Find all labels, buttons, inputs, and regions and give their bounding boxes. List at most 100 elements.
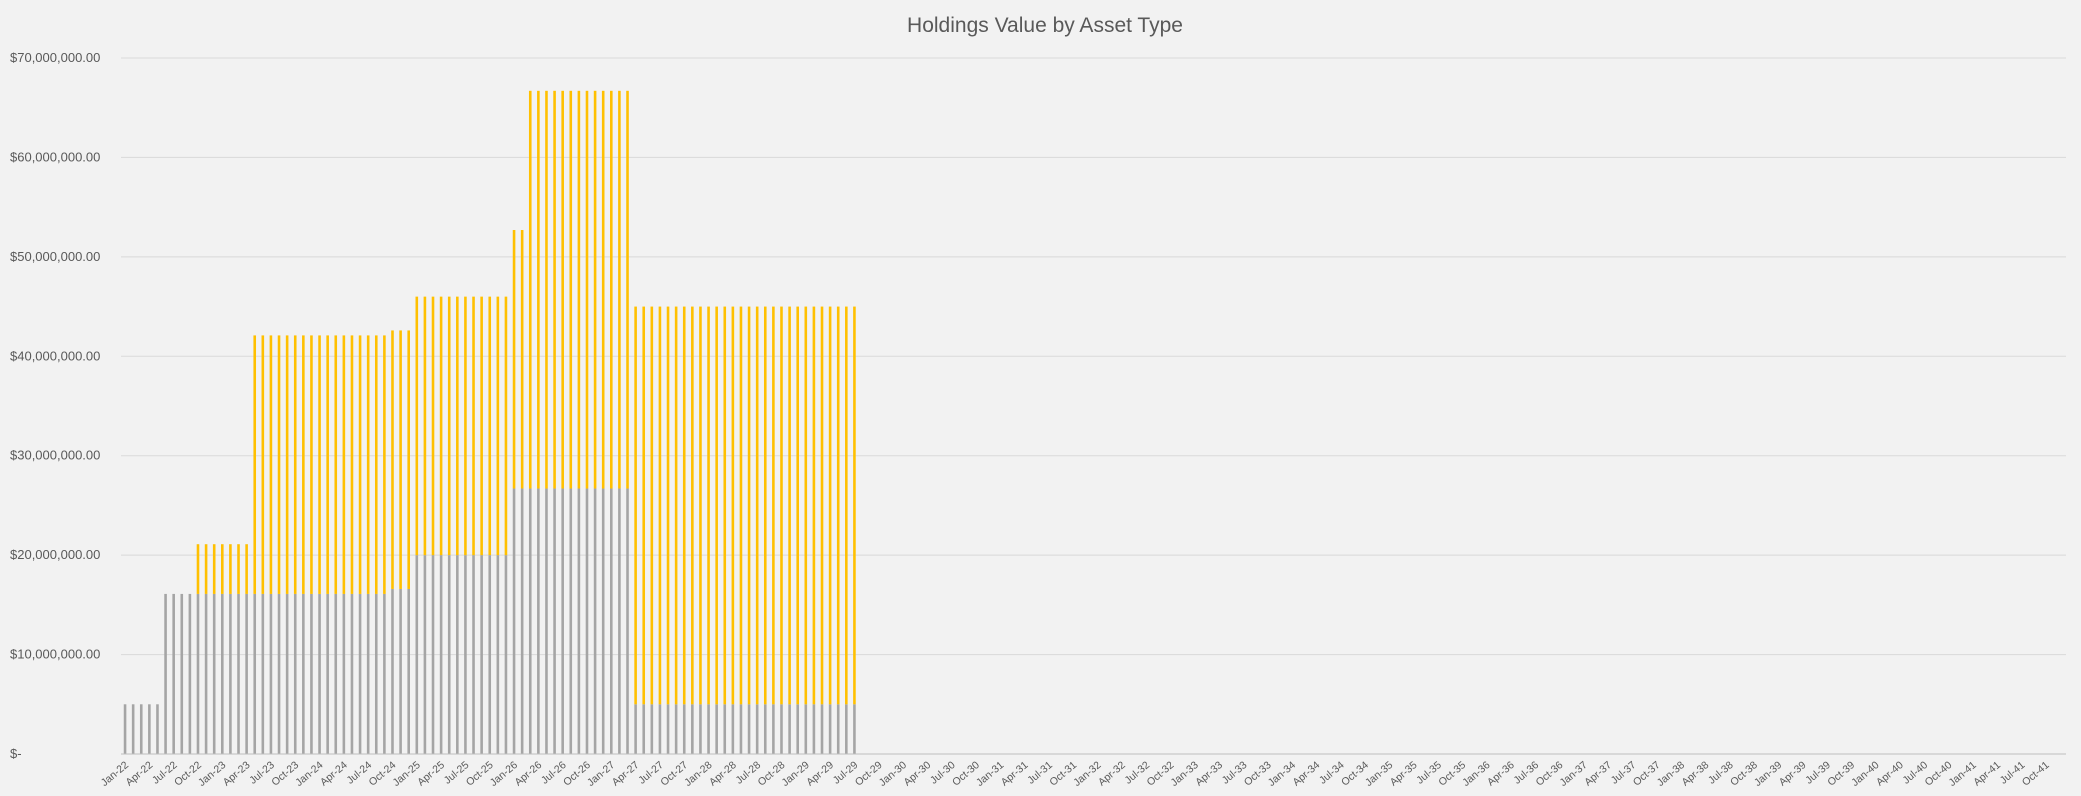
bar-segment-gray bbox=[253, 593, 257, 754]
bar-segment-gray bbox=[707, 704, 710, 754]
bar-segment-gray bbox=[553, 488, 556, 754]
bar-segment-gold bbox=[318, 335, 321, 594]
bar-segment-gold bbox=[666, 306, 670, 705]
x-tick-label: Apr-39 bbox=[1777, 759, 1809, 789]
y-tick-label: $- bbox=[10, 746, 22, 761]
bar-segment-gold bbox=[853, 306, 856, 705]
bar-segment-gray bbox=[334, 593, 338, 754]
bar-segment-gray bbox=[626, 488, 629, 754]
x-tick-label: Jan-41 bbox=[1946, 759, 1978, 789]
x-tick-label: Apr-24 bbox=[318, 759, 350, 789]
bar-segment-gray bbox=[804, 704, 808, 754]
bar-segment-gray bbox=[593, 488, 597, 754]
bar-segment-gold bbox=[772, 306, 775, 705]
bar-segment-gray bbox=[342, 593, 346, 754]
bar-segment-gold bbox=[642, 306, 646, 705]
x-tick-label: Jan-27 bbox=[585, 759, 617, 789]
bar-segment-gold bbox=[763, 306, 767, 705]
bar-segment-gray bbox=[788, 704, 791, 754]
bar-segment-gray bbox=[156, 704, 159, 754]
x-tick-label: Jan-37 bbox=[1557, 759, 1589, 789]
bar-segment-gray bbox=[480, 555, 483, 754]
bars bbox=[123, 90, 856, 754]
x-tick-label: Apr-32 bbox=[1096, 759, 1128, 789]
bar-segment-gray bbox=[569, 488, 573, 754]
bar-segment-gold bbox=[196, 544, 200, 594]
x-tick-label: Jan-23 bbox=[196, 759, 228, 789]
x-tick-label: Apr-26 bbox=[512, 759, 544, 789]
bar-segment-gray bbox=[358, 593, 362, 754]
bar-segment-gray bbox=[528, 488, 532, 754]
bar-segment-gray bbox=[658, 704, 662, 754]
bar-segment-gold bbox=[237, 544, 240, 594]
bar-segment-gold bbox=[480, 296, 483, 556]
bar-segment-gray bbox=[601, 488, 605, 754]
bar-segment-gray bbox=[812, 704, 816, 754]
bar-segment-gray bbox=[699, 704, 702, 754]
bar-segment-gray bbox=[350, 593, 354, 754]
bar-segment-gold bbox=[723, 306, 727, 705]
x-tick-label: Jan-24 bbox=[293, 759, 325, 789]
bar-segment-gray bbox=[496, 555, 500, 754]
bar-segment-gray bbox=[666, 704, 670, 754]
bar-segment-gold bbox=[699, 306, 702, 705]
bar-segment-gray bbox=[391, 588, 394, 754]
x-tick-label: Jan-32 bbox=[1071, 759, 1103, 789]
x-tick-label: Apr-31 bbox=[999, 759, 1031, 789]
bar-segment-gray bbox=[221, 593, 224, 754]
x-tick-label: Jan-31 bbox=[974, 759, 1006, 789]
bar-segment-gray bbox=[796, 704, 799, 754]
bar-segment-gold bbox=[366, 335, 370, 594]
x-tick-label: Apr-23 bbox=[221, 759, 253, 789]
bar-segment-gray bbox=[366, 593, 370, 754]
bar-segment-gold bbox=[496, 296, 500, 556]
bar-segment-gray bbox=[691, 704, 694, 754]
x-tick-label: Jan-39 bbox=[1752, 759, 1784, 789]
bar-segment-gray bbox=[723, 704, 727, 754]
bar-segment-gold bbox=[456, 296, 459, 556]
y-tick-label: $30,000,000.00 bbox=[10, 448, 100, 463]
bar-segment-gold bbox=[245, 544, 248, 594]
bar-segment-gray bbox=[431, 555, 435, 754]
bar-segment-gold bbox=[528, 90, 532, 489]
bar-segment-gray bbox=[512, 488, 516, 754]
x-tick-label: Apr-37 bbox=[1582, 759, 1614, 789]
bar-segment-gold bbox=[610, 90, 613, 489]
bar-segment-gray bbox=[772, 704, 775, 754]
bar-segment-gold bbox=[302, 335, 305, 594]
bar-segment-gold bbox=[593, 90, 597, 489]
bar-segment-gold bbox=[561, 90, 564, 489]
bar-segment-gold bbox=[326, 335, 329, 594]
bar-segment-gold bbox=[585, 90, 589, 489]
bar-segment-gold bbox=[804, 306, 808, 705]
bar-segment-gray bbox=[407, 588, 410, 754]
bar-segment-gold bbox=[626, 90, 629, 489]
bar-segment-gold bbox=[715, 306, 718, 705]
bar-segment-gold bbox=[828, 306, 832, 705]
bar-segment-gray bbox=[731, 704, 735, 754]
x-tick-label: Jan-35 bbox=[1363, 759, 1395, 789]
x-tick-label: Jan-34 bbox=[1266, 759, 1298, 789]
bar-segment-gold bbox=[537, 90, 540, 489]
bar-segment-gray bbox=[196, 593, 200, 754]
bar-segment-gold bbox=[221, 544, 224, 594]
bar-segment-gold bbox=[682, 306, 686, 705]
y-tick-label: $50,000,000.00 bbox=[10, 249, 100, 264]
bar-segment-gold bbox=[504, 296, 508, 556]
bar-segment-gray bbox=[188, 593, 192, 754]
bar-segment-gray bbox=[755, 704, 759, 754]
bar-segment-gray bbox=[488, 555, 492, 754]
bar-segment-gold bbox=[204, 544, 208, 594]
bar-segment-gold bbox=[512, 230, 516, 489]
bar-segment-gold bbox=[415, 296, 419, 556]
bar-segment-gold bbox=[820, 306, 824, 705]
x-tick-label: Apr-29 bbox=[804, 759, 836, 789]
y-tick-label: $60,000,000.00 bbox=[10, 149, 100, 164]
x-tick-label: Jan-40 bbox=[1849, 759, 1881, 789]
bar-segment-gold bbox=[310, 335, 313, 594]
bar-segment-gray bbox=[545, 488, 548, 754]
bar-segment-gray bbox=[650, 704, 654, 754]
bar-segment-gold bbox=[658, 306, 662, 705]
bar-segment-gold bbox=[431, 296, 435, 556]
bar-segment-gray bbox=[456, 555, 459, 754]
